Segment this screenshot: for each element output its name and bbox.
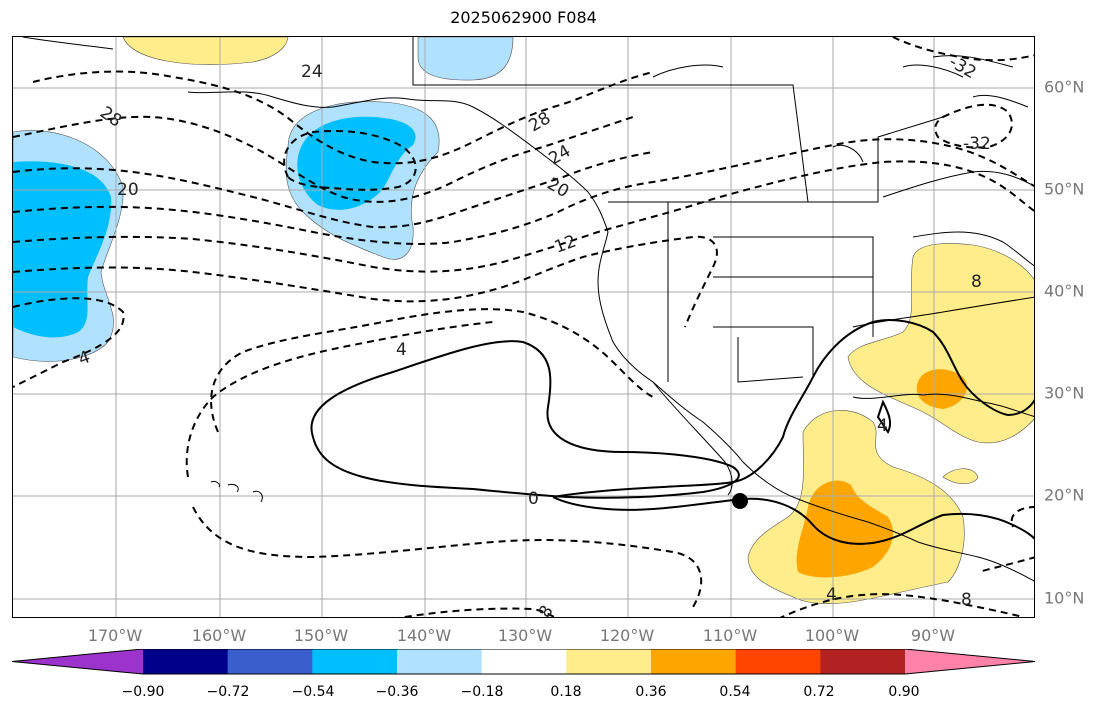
location-marker: [732, 493, 748, 509]
contour-label: -32: [963, 134, 991, 154]
lon-label: 110°W: [702, 626, 758, 645]
colorbar-extend-max: [905, 649, 1035, 674]
colorbar-tick: 0.18: [550, 684, 582, 700]
lat-label: 30°N: [1044, 383, 1085, 403]
colorbar-segments: [12, 649, 1035, 674]
colorbar-segment: [227, 649, 313, 674]
colorbar-segment: [143, 649, 229, 674]
colorbar-tick: 0.72: [803, 684, 835, 700]
dashed-contours: [13, 37, 1034, 617]
figure-title: 2025062900 F084: [450, 8, 597, 27]
colorbar-segment: [566, 649, 652, 674]
colorbar-segment: [312, 649, 398, 674]
contour-label: 24: [301, 62, 323, 82]
lon-label: 160°W: [191, 626, 247, 645]
lat-label: 60°N: [1044, 77, 1085, 97]
colorbar-segment: [481, 649, 567, 674]
map-canvas: 28 24 28 24 20 20 12 4 4 0 4 -32 -32 8 4…: [13, 37, 1034, 618]
lon-label: 100°W: [804, 626, 860, 645]
negative-anomaly-shading: [13, 37, 514, 362]
positive-anomaly-shading: [747, 243, 1034, 605]
colorbar-tick: −0.72: [206, 684, 250, 700]
colorbar-tick: 0.36: [635, 684, 667, 700]
colorbar-segment: [820, 649, 906, 674]
contour-label: 12: [552, 232, 579, 258]
contour-label: 4: [396, 340, 407, 360]
colorbar-extend-min: [12, 649, 143, 674]
lon-label: 140°W: [396, 626, 452, 645]
colorbar-segment: [397, 649, 483, 674]
contour-label: 20: [117, 180, 139, 200]
colorbar-segment: [651, 649, 737, 674]
contour-label: -32: [946, 52, 980, 83]
colorbar-segment: [735, 649, 821, 674]
contour-label: 28: [96, 103, 125, 132]
contour-label: 0: [528, 489, 539, 509]
lat-label: 10°N: [1044, 588, 1085, 608]
colorbar-tick: −0.54: [291, 684, 335, 700]
lon-label: 90°W: [910, 626, 956, 645]
coastlines: [22, 37, 1034, 582]
contour-label: 8: [535, 602, 558, 618]
colorbar: [12, 649, 1036, 675]
map-panel: 28 24 28 24 20 20 12 4 4 0 4 -32 -32 8 4…: [12, 36, 1035, 618]
lat-label: 40°N: [1044, 281, 1085, 301]
lon-label: 170°W: [87, 626, 143, 645]
lon-label: 130°W: [497, 626, 553, 645]
graticule: [13, 37, 1034, 617]
colorbar-tick: −0.18: [460, 684, 504, 700]
contour-label: 8: [961, 590, 972, 610]
lat-label: 20°N: [1044, 485, 1085, 505]
contour-label: 8: [971, 272, 982, 292]
colorbar-tick: −0.90: [121, 684, 165, 700]
lon-label: 150°W: [293, 626, 349, 645]
contour-label: 4: [877, 416, 888, 436]
colorbar-tick: 0.54: [719, 684, 751, 700]
colorbar-tick: 0.90: [888, 684, 920, 700]
contour-label: 20: [544, 174, 573, 202]
contour-label: 28: [526, 108, 555, 136]
lon-label: 120°W: [599, 626, 655, 645]
solid-contours: [310, 319, 1034, 545]
colorbar-tick: −0.36: [375, 684, 419, 700]
lat-label: 50°N: [1044, 179, 1085, 199]
contour-label: 4: [826, 585, 837, 605]
